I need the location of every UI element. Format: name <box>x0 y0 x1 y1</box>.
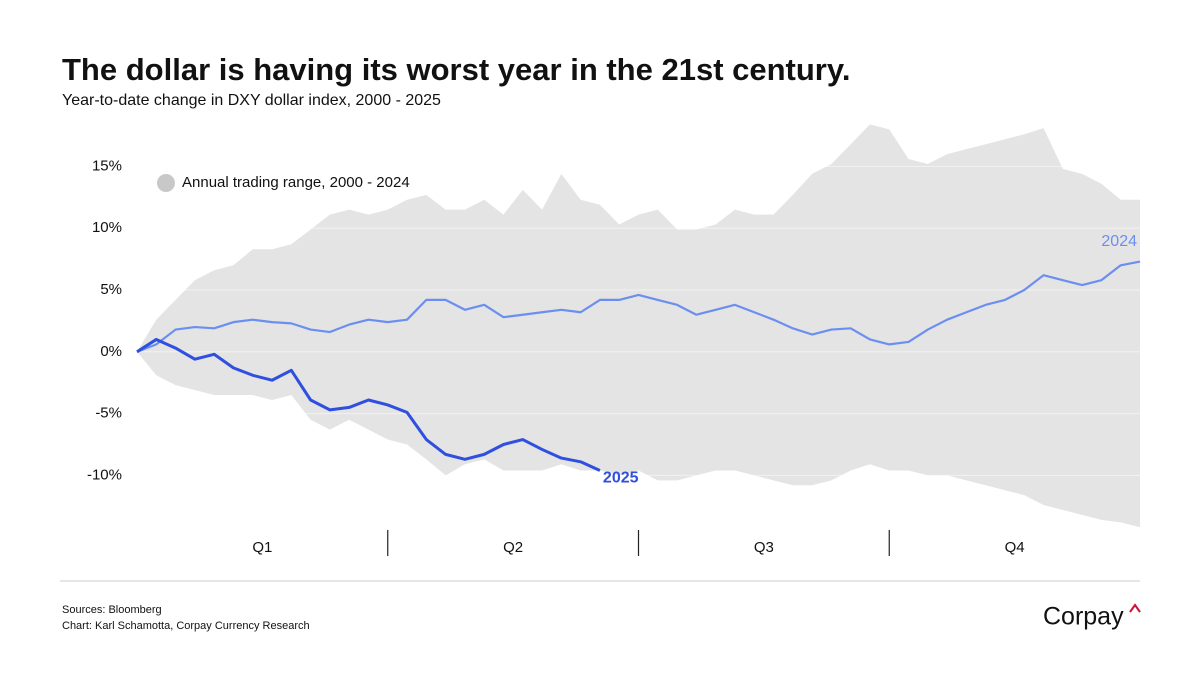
legend-swatch <box>157 174 175 192</box>
logo-caret <box>1129 603 1141 613</box>
y-tick-label: 5% <box>100 281 122 298</box>
legend-label: Annual trading range, 2000 - 2024 <box>182 174 410 191</box>
y-tick-label: 15% <box>92 157 122 174</box>
sources: Sources: Bloomberg <box>62 604 162 616</box>
chart-subtitle: Year-to-date change in DXY dollar index,… <box>62 92 441 109</box>
x-tick-label: Q1 <box>252 539 272 556</box>
y-tick-label: -5% <box>95 405 122 422</box>
y-tick-label: -10% <box>87 466 122 483</box>
y-tick-label: 10% <box>92 219 122 236</box>
series-label: 2024 <box>1101 233 1137 250</box>
chart-title: The dollar is having its worst year in t… <box>62 52 850 87</box>
y-tick-label: 0% <box>100 343 122 360</box>
credit: Chart: Karl Schamotta, Corpay Currency R… <box>62 620 310 632</box>
x-tick-label: Q3 <box>754 539 774 556</box>
range-band <box>137 124 1140 528</box>
x-tick-label: Q4 <box>1005 539 1025 556</box>
x-tick-label: Q2 <box>503 539 523 556</box>
line-2024 <box>136 260 1141 353</box>
line-2025 <box>136 337 601 472</box>
logo: Corpay <box>1043 603 1124 631</box>
series-label: 2025 <box>603 470 639 487</box>
